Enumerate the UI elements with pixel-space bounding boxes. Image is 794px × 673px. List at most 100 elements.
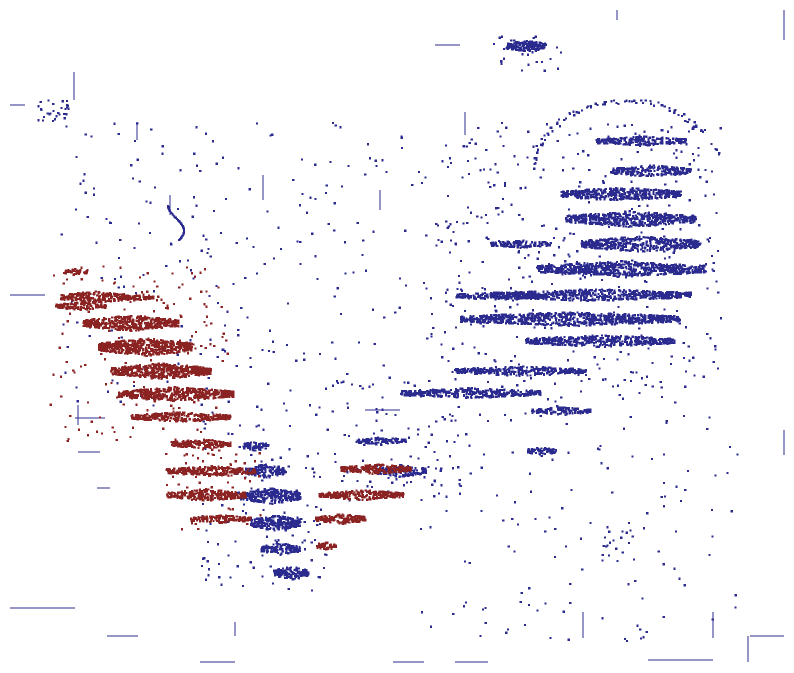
blue-dot (524, 319, 527, 322)
blue-dot (588, 266, 591, 269)
blue-dot (688, 267, 691, 270)
blue-dot (615, 297, 618, 300)
blue-dot (263, 444, 266, 447)
blue-dot (584, 312, 587, 315)
blue-dot (683, 268, 686, 271)
blue-dot (682, 292, 685, 295)
blue-dot (623, 270, 626, 273)
blue-dot (619, 188, 622, 192)
blue-dot (265, 476, 268, 479)
blue-dot (604, 262, 607, 265)
blue-dot (610, 221, 613, 224)
blue-dot (659, 272, 662, 276)
blue-dot (688, 220, 691, 223)
blue-dot (579, 268, 582, 271)
blue-dot (562, 190, 565, 193)
blue-dot (251, 496, 254, 499)
blue-dot (615, 170, 618, 173)
blue-dot (670, 296, 673, 300)
blue-dot (644, 222, 647, 225)
blue-dot (597, 243, 600, 246)
blue-dot (268, 522, 271, 526)
blue-dot (606, 289, 609, 293)
blue-dot (599, 198, 602, 201)
blue-dot (287, 568, 290, 571)
blue-dot (691, 245, 694, 248)
blue-dot (634, 268, 637, 271)
blue-dot (292, 545, 295, 548)
blue-dot (621, 169, 625, 172)
blue-dot (394, 440, 398, 443)
blue-dot (644, 247, 647, 250)
blue-dot (608, 241, 611, 244)
blue-dot (593, 268, 596, 272)
blue-dot (637, 170, 640, 174)
blue-dot (263, 474, 267, 477)
blue-dot (576, 190, 579, 193)
blue-dot (604, 243, 607, 246)
blue-dot (245, 467, 248, 470)
blue-dot (646, 216, 649, 219)
blue-dot (573, 292, 576, 296)
blue-dot (424, 471, 427, 474)
blue-dot (433, 450, 436, 453)
blue-dot (277, 497, 280, 500)
blue-dot (278, 472, 282, 475)
blue-dot (244, 445, 247, 448)
blue-dot (371, 441, 374, 444)
blue-dot (609, 291, 612, 294)
blue-dot (623, 317, 626, 320)
blue-dot (286, 518, 289, 522)
blue-dot (618, 214, 621, 217)
blue-dot (600, 270, 603, 273)
blue-dot (595, 271, 598, 275)
blue-dot (379, 472, 382, 475)
blue-dot (604, 142, 607, 145)
blue-dot (275, 470, 278, 474)
blue-dot (675, 166, 678, 169)
blue-dot (402, 484, 406, 487)
blue-dot (621, 260, 624, 263)
blue-dot (646, 268, 649, 271)
blue-dot (573, 192, 576, 195)
blue-dot (639, 243, 642, 246)
blue-dot (660, 268, 663, 271)
blue-dot (672, 241, 676, 244)
blue-dot (560, 190, 563, 194)
blue-dot (570, 292, 573, 295)
blue-dot (271, 547, 275, 550)
blue-dot (218, 562, 221, 566)
blue-dot (608, 273, 611, 277)
blue-dot (545, 298, 548, 301)
blue-dot (576, 318, 579, 321)
blue-dot (621, 321, 624, 324)
blue-dot (243, 447, 246, 450)
blue-dot (589, 218, 592, 221)
blue-dot (674, 272, 677, 275)
blue-dot (635, 289, 638, 292)
blue-dot (668, 271, 671, 274)
blue-dot (668, 294, 671, 297)
blue-dot (412, 471, 415, 474)
blue-dot (664, 212, 667, 215)
blue-dot (667, 140, 670, 144)
blue-dot (661, 136, 664, 139)
blue-dot (644, 236, 647, 239)
blue-dot (612, 169, 615, 172)
blue-dot (684, 239, 687, 242)
blue-dot (654, 215, 657, 218)
blue-dot (587, 190, 590, 193)
blue-dot (628, 265, 631, 268)
blue-dot (281, 490, 284, 493)
blue-dot (595, 223, 598, 226)
blue-dot (608, 218, 611, 221)
blue-dot (283, 511, 286, 514)
blue-dot (687, 170, 691, 173)
blue-dot (637, 198, 640, 201)
blue-dot (615, 272, 618, 275)
blue-dot (629, 294, 632, 297)
blue-dot (607, 273, 610, 276)
blue-dot (629, 272, 632, 275)
blue-dot (267, 466, 270, 469)
blue-dot (595, 246, 598, 249)
